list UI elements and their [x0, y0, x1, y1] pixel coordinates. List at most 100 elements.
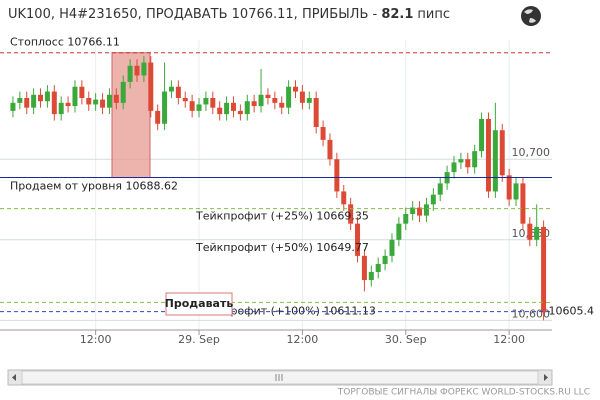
profit-value: 82.1 — [381, 7, 413, 22]
sell-button-label[interactable]: Продавать — [165, 297, 234, 310]
candle-body — [237, 110, 243, 115]
candle-body — [272, 98, 278, 103]
candle-body — [534, 226, 540, 240]
candle-body — [320, 127, 326, 140]
candle-body — [396, 223, 402, 240]
level-label: Тейкпрофит (+50%) 10649.77 — [195, 241, 369, 254]
candle-body — [251, 101, 257, 107]
candle-body — [527, 223, 533, 240]
candle-body — [265, 94, 271, 98]
candle-body — [465, 159, 471, 168]
candle-body — [341, 191, 347, 205]
candle-body — [93, 99, 99, 105]
title-text: UK100, H4#231650, ПРОДАВАТЬ 10766.11, ПР… — [8, 7, 381, 22]
candle-body — [327, 139, 333, 160]
y-tick-label: 10,600 — [512, 307, 551, 320]
candle-body — [306, 98, 312, 103]
candle-body — [141, 62, 147, 76]
candle-body — [506, 175, 512, 200]
sell-button[interactable]: Продавать — [165, 292, 234, 316]
candle-body — [410, 207, 416, 214]
candle-body — [120, 81, 126, 103]
candle-body — [58, 102, 64, 115]
scroll-right[interactable] — [544, 374, 548, 381]
x-tick-label: 12:00 — [80, 333, 112, 346]
profit-unit: пипс — [417, 7, 450, 22]
scroll-thumb[interactable] — [21, 370, 539, 385]
candle-body — [127, 65, 133, 82]
y-tick-label: 10,700 — [512, 146, 551, 159]
candle-body — [155, 110, 161, 124]
candle-body — [258, 94, 264, 107]
footer: ТОРГОВЫЕ СИГНАЛЫ ФОРЕКС WORLD-STOCKS.RU … — [337, 388, 590, 398]
candle-body — [196, 104, 202, 111]
level-label: Стоплосс 10766.11 — [10, 36, 120, 49]
candle-body — [403, 214, 409, 224]
candle-body — [230, 102, 236, 111]
scroll-left[interactable] — [12, 374, 16, 381]
candle-body — [423, 204, 429, 216]
candle-body — [513, 183, 519, 200]
candle-body — [279, 102, 285, 108]
candle-body — [100, 99, 106, 108]
candle-body — [24, 98, 30, 108]
x-tick-label: 12:00 — [287, 333, 319, 346]
candle-body — [210, 98, 216, 108]
candle-body — [224, 102, 230, 115]
sell-button-box[interactable] — [165, 292, 233, 316]
candle-body — [313, 98, 319, 127]
x-tick-label: 30. Sep — [385, 333, 427, 346]
candle-body — [382, 255, 388, 264]
candle-body — [375, 263, 381, 272]
candle-body — [479, 118, 485, 152]
candle-body — [113, 94, 119, 103]
candle-body — [162, 91, 168, 124]
candle-body — [293, 86, 299, 92]
candle-body — [451, 162, 457, 173]
candle-body — [10, 102, 16, 111]
scroll-grip[interactable] — [275, 374, 283, 381]
scrollbar[interactable] — [7, 369, 553, 386]
candle-body — [389, 239, 395, 256]
candle-body — [348, 204, 354, 224]
candle-body — [458, 159, 464, 163]
level-label: Тейкпрофит (+100%) 10611.13 — [195, 304, 376, 317]
candle-body — [72, 86, 78, 107]
globe-land[interactable] — [524, 9, 536, 23]
candle-body — [44, 91, 50, 102]
candle-body — [499, 130, 505, 176]
candle-body — [51, 91, 57, 115]
candle-body — [492, 130, 498, 192]
level-label: 10605.4 — [549, 305, 595, 318]
candle-body — [485, 118, 491, 192]
candle-body — [286, 86, 292, 108]
candle-body — [148, 62, 154, 111]
candle-body — [175, 86, 181, 98]
candle-body — [520, 183, 526, 224]
candle-body — [17, 98, 23, 103]
candle-body — [79, 86, 85, 98]
candle-body — [417, 207, 423, 216]
candle-body — [472, 151, 478, 168]
x-tick-label: 29. Sep — [178, 333, 220, 346]
candle-body — [299, 91, 305, 103]
candle-body — [217, 107, 223, 115]
candle-body — [134, 65, 140, 76]
globe-icon[interactable] — [521, 6, 541, 26]
candle-body — [86, 98, 92, 105]
candle-body — [38, 94, 44, 102]
candle-body — [541, 226, 547, 313]
candle-body — [31, 94, 37, 108]
candle-body — [361, 255, 367, 281]
globe-circle[interactable] — [521, 6, 541, 26]
candle-body — [368, 272, 374, 281]
candle-body — [168, 86, 174, 92]
candle-body — [106, 94, 112, 108]
candle-body — [203, 98, 209, 105]
candle-body — [65, 102, 71, 107]
candle-body — [437, 183, 443, 195]
candle-body — [334, 159, 340, 192]
